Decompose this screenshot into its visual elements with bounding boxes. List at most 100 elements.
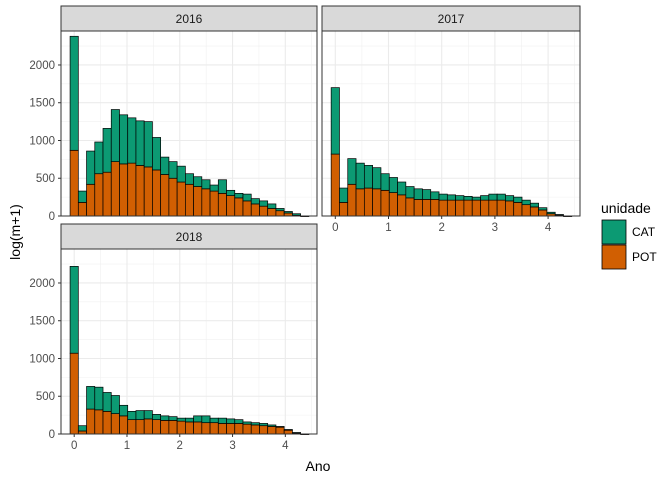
bar-cat (86, 150, 96, 185)
bar-cat (372, 167, 382, 190)
bar-pot (380, 189, 390, 217)
bar-pot (529, 206, 539, 217)
bar-pot (283, 429, 293, 435)
bar-cat (226, 418, 236, 424)
legend: unidade CAT POT (601, 200, 657, 270)
bar-cat (209, 417, 219, 424)
bar-cat (160, 415, 170, 421)
bar-cat (217, 179, 227, 194)
facet-strip (321, 5, 581, 32)
bar-cat (292, 432, 301, 434)
legend-title: unidade (601, 200, 651, 216)
bar-cat (242, 421, 252, 425)
bar-pot (160, 174, 170, 217)
bar-cat (135, 410, 145, 421)
bar-cat (102, 392, 112, 412)
bar-pot (438, 199, 448, 217)
panel-2018: 2018 0 500 1000 1500 2000 0 1 2 3 4 (29, 223, 318, 452)
bar-pot (94, 409, 104, 435)
panel-2017: 2017 0 1 2 3 4 (321, 5, 581, 234)
x-axis-title: Ano (306, 458, 331, 474)
bar-cat (455, 195, 465, 201)
bar-pot (102, 410, 112, 435)
bar-pot (160, 420, 170, 435)
bar-cat (201, 179, 211, 190)
bar-cat (347, 158, 357, 185)
x-tick-label: 0 (332, 222, 338, 234)
bar-pot (480, 199, 490, 217)
bar-pot (217, 192, 227, 217)
bar-pot (185, 183, 194, 217)
bar-cat (380, 173, 390, 191)
bar-cat (234, 419, 244, 424)
bar-cat (102, 128, 112, 173)
bar-pot (242, 423, 252, 435)
bar-cat (283, 429, 293, 431)
bar-cat (388, 177, 398, 193)
y-tick-label: 1000 (29, 353, 55, 365)
bar-pot (538, 209, 548, 217)
legend-swatch-pot (601, 244, 627, 270)
bar-pot (209, 422, 219, 435)
bar-cat (77, 190, 87, 203)
bar-cat (152, 414, 162, 421)
bar-cat (355, 162, 365, 190)
y-tick-label: 2000 (29, 60, 55, 72)
bar-cat (554, 214, 564, 216)
bar-pot (275, 210, 285, 217)
y-tick-label: 2000 (29, 278, 55, 290)
bar-pot (372, 188, 382, 217)
bar-pot (110, 161, 120, 217)
bar-pot (513, 202, 523, 217)
bar-pot (259, 205, 269, 217)
bar-pot (413, 199, 423, 217)
bar-pot (250, 424, 260, 435)
bar-cat (546, 211, 556, 215)
bar-cat (363, 165, 373, 189)
bar-cat (422, 189, 432, 200)
bar-cat (69, 266, 79, 354)
y-tick-label: 0 (49, 429, 55, 441)
bar-cat (513, 196, 523, 203)
bar-cat (86, 386, 96, 410)
panel-border (321, 30, 581, 217)
x-tick-label: 2 (177, 440, 183, 452)
bar-cat (168, 161, 178, 179)
bar-cat (119, 114, 129, 165)
x-tick-label: 1 (385, 222, 391, 234)
bar-cat (488, 193, 498, 201)
bar-pot (505, 200, 515, 217)
bar-cat (330, 87, 340, 155)
bar-pot (102, 171, 112, 217)
bar-cat (505, 195, 515, 202)
bar-pot (86, 183, 96, 217)
bar-cat (127, 410, 137, 421)
facet-strip (60, 223, 318, 250)
bar-pot (397, 194, 407, 217)
y-axis-title: log(m+1) (7, 204, 23, 260)
bar-cat (152, 137, 162, 171)
bar-cat (242, 193, 252, 202)
facet-strip-label: 2018 (176, 230, 203, 244)
bar-cat (446, 194, 456, 201)
bar-cat (217, 417, 227, 424)
bar-cat (538, 207, 548, 211)
bar-cat (471, 196, 481, 201)
bar-pot (463, 199, 473, 217)
bar-cat (176, 165, 186, 183)
y-tick-label: 1000 (29, 135, 55, 147)
bar-pot (69, 352, 79, 435)
bar-cat (185, 173, 194, 185)
bar-pot (267, 426, 277, 435)
bar-cat (193, 176, 203, 187)
bar-cat (234, 192, 244, 199)
x-tick-label: 3 (492, 222, 498, 234)
bar-cat (77, 425, 87, 432)
y-tick-label: 500 (36, 173, 55, 185)
bar-cat (168, 416, 178, 421)
bar-cat (185, 417, 194, 423)
bar-pot (234, 423, 244, 435)
bar-pot (168, 420, 178, 435)
bar-pot (193, 421, 203, 435)
x-tick-label: 0 (71, 440, 77, 452)
